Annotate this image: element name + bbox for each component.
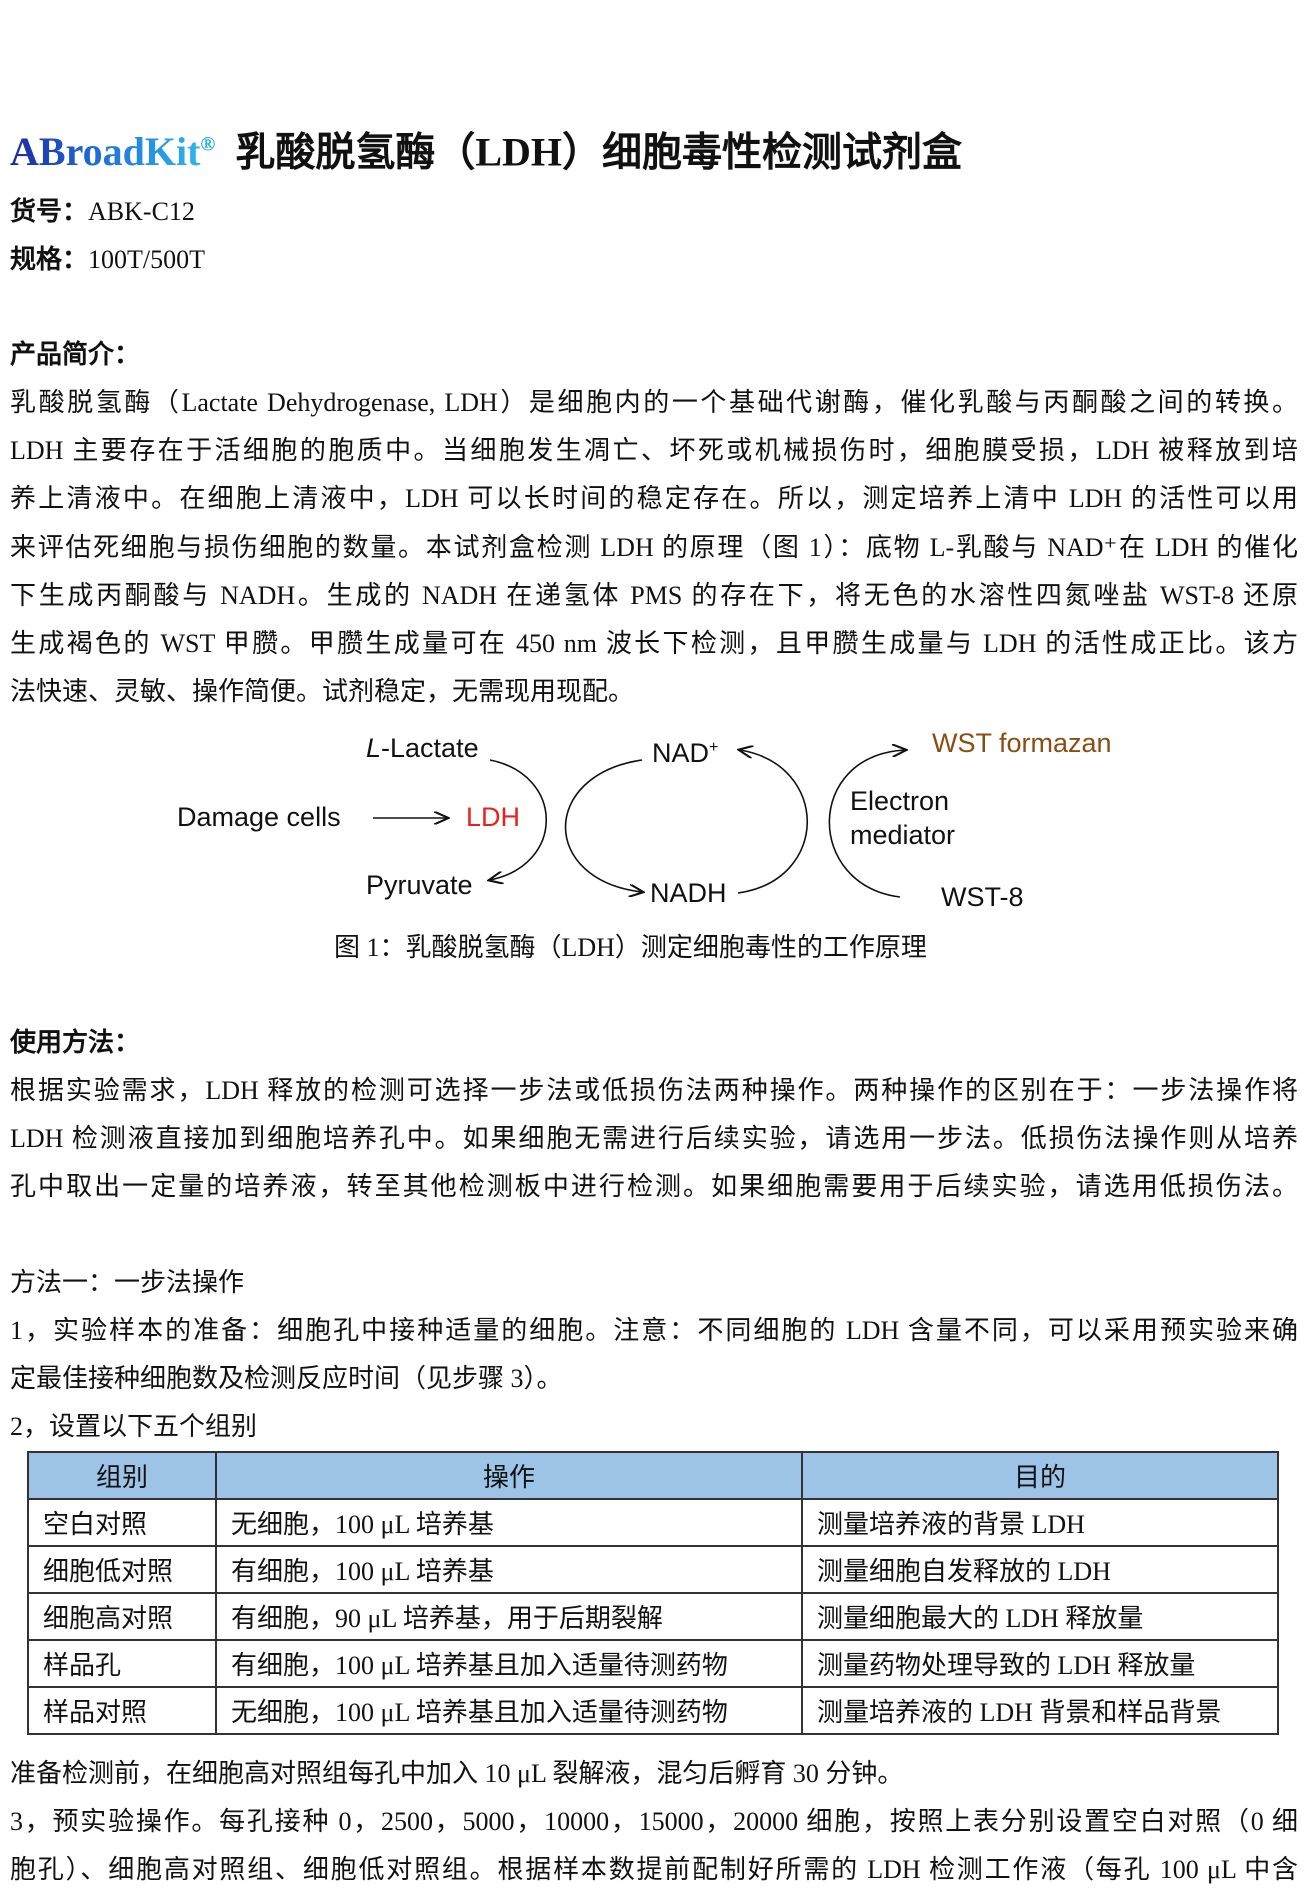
cell: 测量药物处理导致的 LDH 释放量 (801, 1639, 1279, 1688)
cell: 空白对照 (27, 1498, 217, 1547)
lactate-pyruvate-arc (490, 759, 548, 880)
step3-line: 胞孔）、细胞高对照组、细胞低对照组。根据样本数提前配制好所需的 LDH 检测工作… (10, 1855, 1298, 1884)
l-lactate-label: L-Lactate (366, 733, 479, 763)
header-purpose: 目的 (801, 1451, 1279, 1500)
nadh-nad-arc (738, 750, 809, 894)
cell: 测量培养液的 LDH 背景和样品背景 (801, 1686, 1279, 1735)
usage-line: 根据实验需求，LDH 释放的检测可选择一步法或低损伤法两种操作。两种操作的区别在… (10, 1076, 1298, 1105)
intro-line: 生成褐色的 WST 甲臜。甲臜生成量可在 450 nm 波长下检测，且甲臜生成量… (10, 629, 1298, 658)
cell: 测量细胞自发释放的 LDH (801, 1545, 1279, 1594)
page-title: ABroadKit® 乳酸脱氢酶（LDH）细胞毒性检测试剂盒 (10, 129, 963, 175)
groups-table: 组别 操作 目的 空白对照 无细胞，100 μL 培养基 测量培养液的背景 LDH … (27, 1451, 1279, 1735)
electron-label: Electron (850, 786, 950, 816)
intro-line: 乳酸脱氢酶（Lactate Dehydrogenase, LDH）是细胞内的一个… (10, 388, 1298, 417)
step1-line: 1，实验样本的准备：细胞孔中接种适量的细胞。注意：不同细胞的 LDH 含量不同，… (10, 1316, 1298, 1345)
intro-line: LDH 主要存在于活细胞的胞质中。当细胞发生凋亡、坏死或机械损伤时，细胞膜受损，… (10, 436, 1298, 465)
cell: 有细胞，100 μL 培养基 (215, 1545, 803, 1594)
catalog-number: 货号：ABK-C12 (10, 197, 195, 226)
step1-line: 定最佳接种细胞数及检测反应时间（见步骤 3）。 (10, 1364, 563, 1393)
pyruvate-label: Pyruvate (366, 870, 473, 900)
usage-line: 孔中取出一定量的培养液，转至其他检测板中进行检测。如果细胞需要用于后续实验，请选… (10, 1172, 1298, 1201)
table-row: 细胞低对照 有细胞，100 μL 培养基 测量细胞自发释放的 LDH (27, 1545, 1279, 1594)
step2: 2，设置以下五个组别 (10, 1412, 258, 1441)
intro-heading: 产品简介： (10, 340, 141, 369)
cell: 有细胞，90 μL 培养基，用于后期裂解 (215, 1592, 803, 1641)
cell: 无细胞，100 μL 培养基且加入适量待测药物 (215, 1686, 803, 1735)
nadh-label: NADH (650, 878, 727, 908)
nad-nadh-arc (564, 759, 643, 892)
header-operation: 操作 (215, 1451, 803, 1500)
cell: 测量细胞最大的 LDH 释放量 (801, 1592, 1279, 1641)
wst8-label: WST-8 (941, 882, 1024, 912)
damage-cells-label: Damage cells (177, 802, 341, 832)
table-row: 样品孔 有细胞，100 μL 培养基且加入适量待测药物 测量药物处理导致的 LDH … (27, 1639, 1279, 1688)
step3-line: 3，预实验操作。每孔接种 0，2500，5000，10000，15000，200… (10, 1807, 1298, 1836)
prep-note: 准备检测前，在细胞高对照组每孔中加入 10 μL 裂解液，混匀后孵育 30 分钟… (10, 1759, 904, 1788)
mediator-label: mediator (850, 820, 956, 850)
usage-line: LDH 检测液直接加到细胞培养孔中。如果细胞无需进行后续实验，请选用一步法。低损… (10, 1124, 1298, 1153)
nad-label: NAD+ (652, 738, 719, 768)
intro-line: 下生成丙酮酸与 NADH。生成的 NADH 在递氢体 PMS 的存在下，将无色的… (10, 581, 1298, 610)
wst-arc (828, 750, 905, 898)
reaction-arrows (373, 0, 1307, 960)
table-row: 细胞高对照 有细胞，90 μL 培养基，用于后期裂解 测量细胞最大的 LDH 释放量 (27, 1592, 1279, 1641)
table-row: 样品对照 无细胞，100 μL 培养基且加入适量待测药物 测量培养液的 LDH 背景… (27, 1686, 1279, 1735)
cell: 样品对照 (27, 1686, 217, 1735)
figure-caption: 图 1：乳酸脱氢酶（LDH）测定细胞毒性的工作原理 (334, 933, 927, 962)
cell: 样品孔 (27, 1639, 217, 1688)
method1-heading: 方法一：一步法操作 (10, 1268, 245, 1297)
intro-line: 法快速、灵敏、操作简便。试剂稳定，无需现用现配。 (10, 677, 635, 706)
brand-logo: ABroadKit® (10, 129, 216, 175)
cell: 细胞高对照 (27, 1592, 217, 1641)
wst-formazan-label: WST formazan (932, 728, 1112, 758)
table-header-row: 组别 操作 目的 (27, 1451, 1279, 1500)
specification: 规格：100T/500T (10, 245, 206, 274)
header-group: 组别 (27, 1451, 217, 1500)
usage-heading: 使用方法： (10, 1028, 141, 1057)
cell: 测量培养液的背景 LDH (801, 1498, 1279, 1547)
table-row: 空白对照 无细胞，100 μL 培养基 测量培养液的背景 LDH (27, 1498, 1279, 1547)
ldh-label: LDH (466, 802, 521, 832)
intro-line: 养上清液中。在细胞上清液中，LDH 可以长时间的稳定存在。所以，测定培养上清中 … (10, 484, 1298, 513)
cell: 细胞低对照 (27, 1545, 217, 1594)
intro-line: 来评估死细胞与损伤细胞的数量。本试剂盒检测 LDH 的原理（图 1）：底物 L-… (10, 533, 1298, 562)
cell: 有细胞，100 μL 培养基且加入适量待测药物 (215, 1639, 803, 1688)
cell: 无细胞，100 μL 培养基 (215, 1498, 803, 1547)
